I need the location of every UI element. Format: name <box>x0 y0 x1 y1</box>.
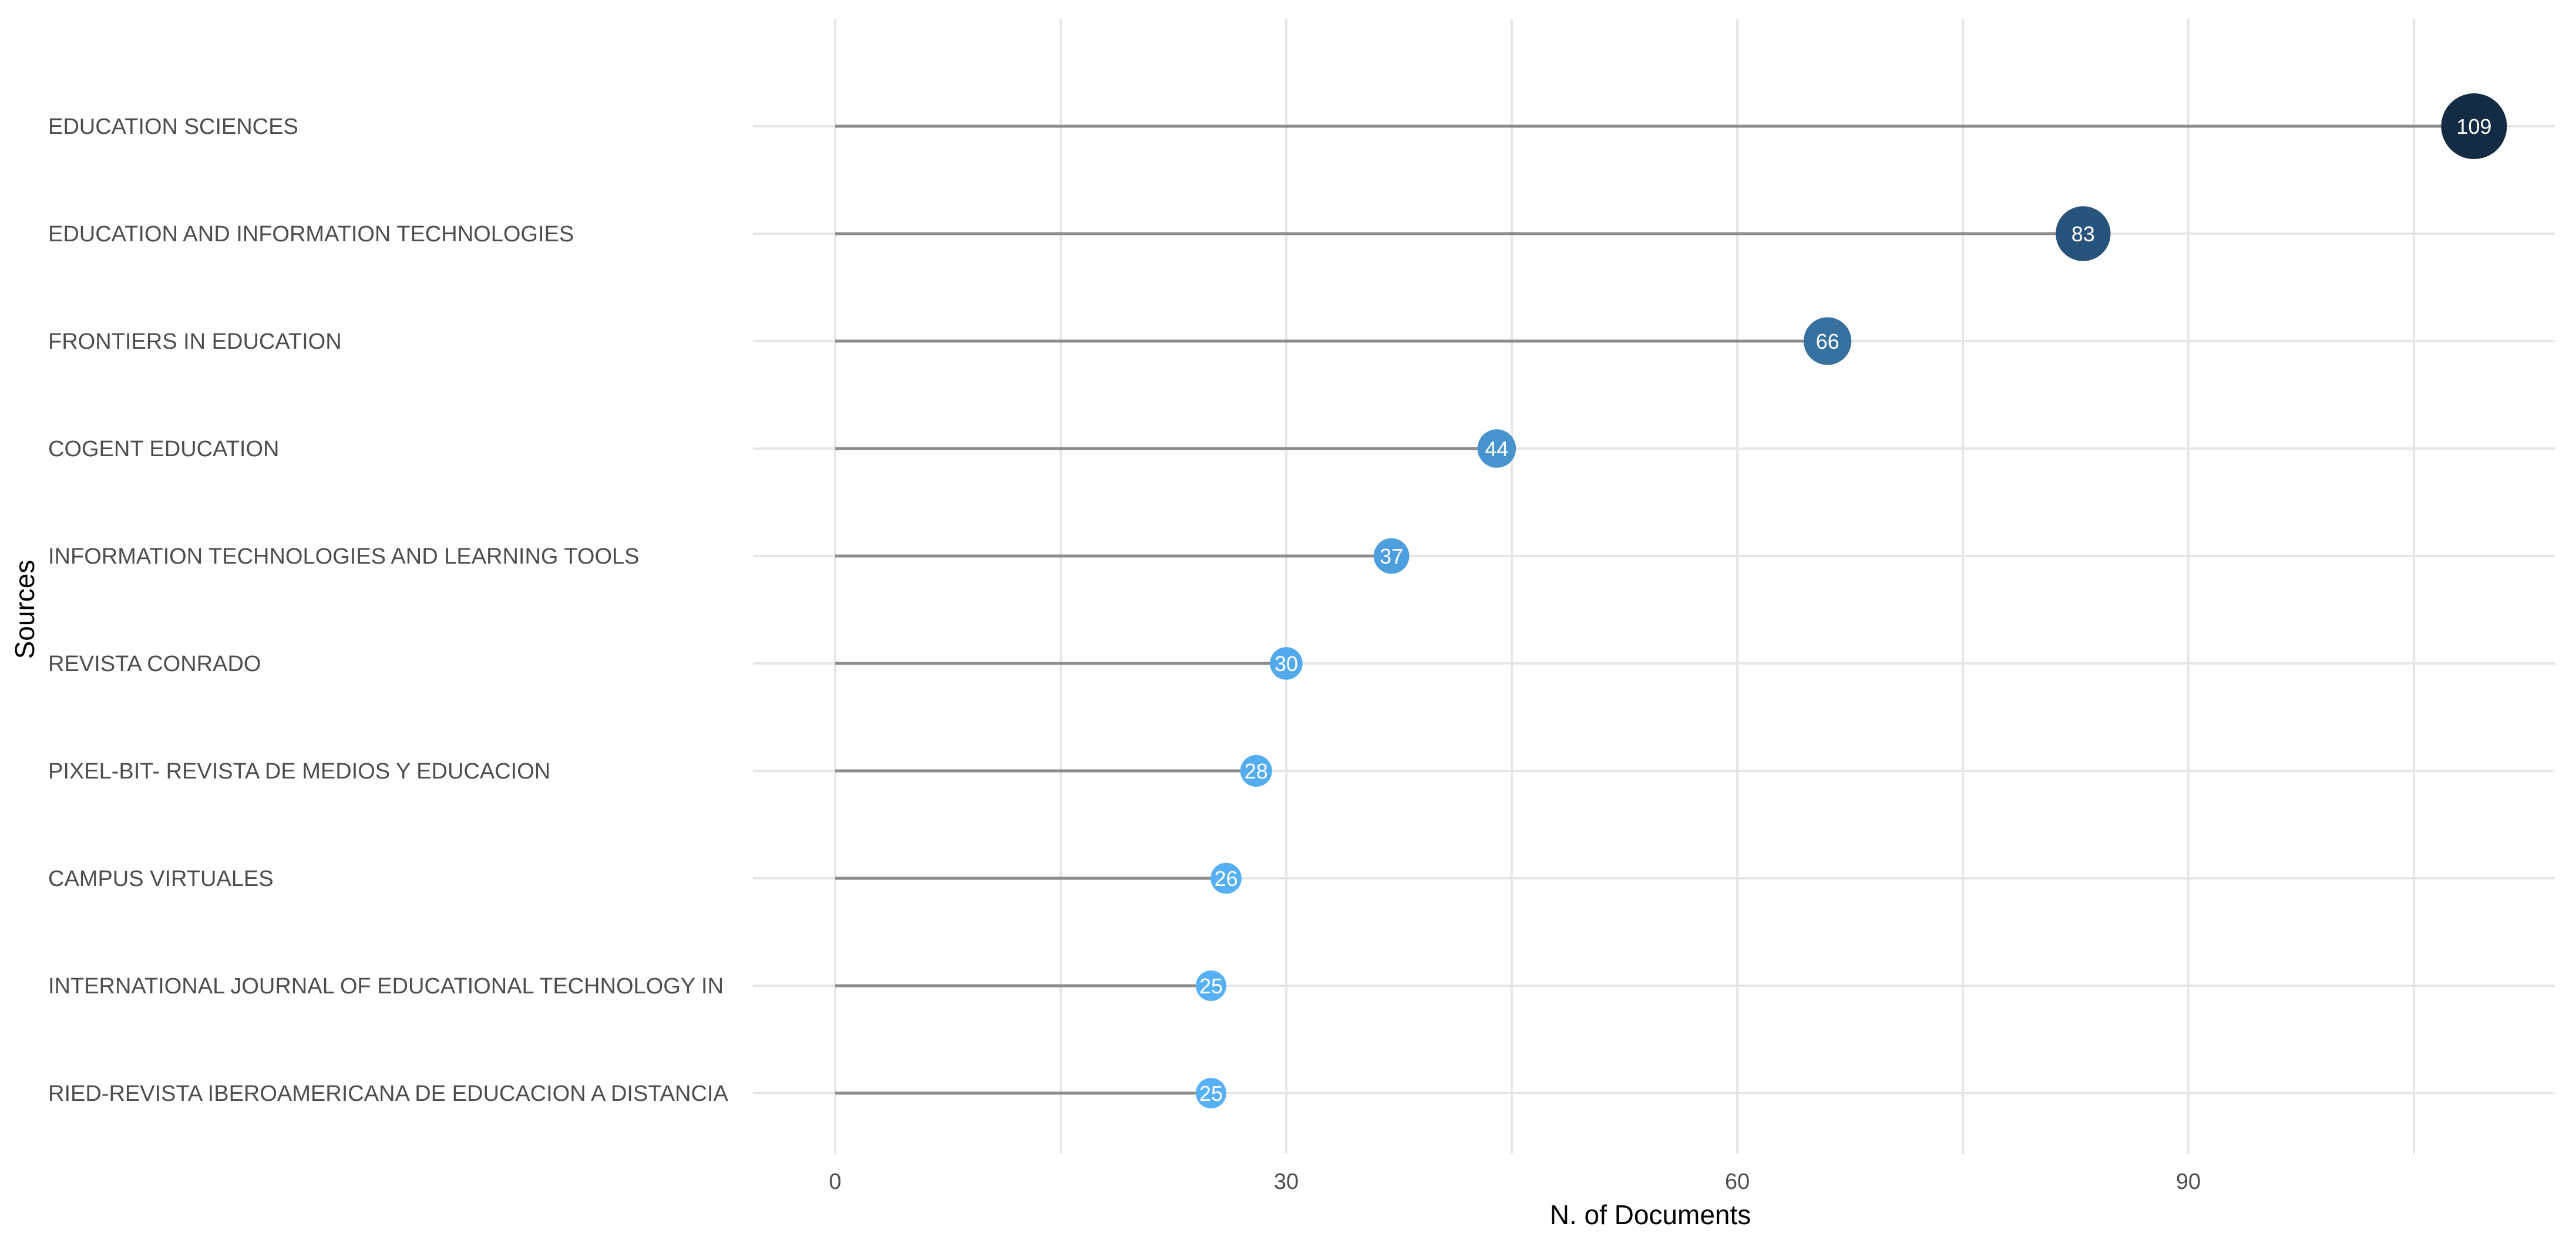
lollipop-point <box>2441 93 2507 159</box>
category-label: RIED-REVISTA IBEROAMERICANA DE EDUCACION… <box>48 1081 728 1106</box>
category-label: CAMPUS VIRTUALES <box>48 867 274 891</box>
lollipop-point <box>1477 429 1516 468</box>
x-tick-label: 30 <box>1274 1170 1299 1194</box>
lollipop-point <box>1196 970 1226 1001</box>
category-label: REVISTA CONRADO <box>48 652 261 676</box>
grid-layer <box>753 19 2555 1154</box>
lollipop-point <box>1270 647 1303 680</box>
category-labels: EDUCATION SCIENCES EDUCATION AND INFORMAT… <box>48 114 728 1106</box>
category-label: INTERNATIONAL JOURNAL OF EDUCATIONAL TEC… <box>48 974 724 999</box>
category-label: PIXEL-BIT- REVISTA DE MEDIOS Y EDUCACION <box>48 759 550 784</box>
category-label: FRONTIERS IN EDUCATION <box>48 329 342 354</box>
lollipop-point <box>1803 317 1852 365</box>
category-label: EDUCATION SCIENCES <box>48 114 298 139</box>
category-label: INFORMATION TECHNOLOGIES AND LEARNING TO… <box>48 544 639 569</box>
x-tick-labels: 0 30 60 90 <box>829 1170 2201 1194</box>
point-value-label: 25 <box>1199 974 1223 998</box>
lollipop-point <box>2056 206 2111 261</box>
lollipop-point <box>1373 538 1410 574</box>
point-value-label: 66 <box>1816 329 1839 353</box>
x-tick-label: 90 <box>2176 1170 2201 1194</box>
category-label: COGENT EDUCATION <box>48 437 279 461</box>
y-axis-title: Sources <box>9 560 40 659</box>
points-layer: 109 83 66 44 37 30 28 26 25 25 <box>1196 93 2507 1108</box>
point-value-label: 28 <box>1245 759 1268 783</box>
point-value-label: 26 <box>1215 867 1238 891</box>
x-tick-label: 0 <box>829 1170 841 1194</box>
category-label: EDUCATION AND INFORMATION TECHNOLOGIES <box>48 222 574 247</box>
point-value-label: 25 <box>1199 1081 1223 1106</box>
stems-layer <box>835 124 2474 1095</box>
point-value-label: 37 <box>1380 544 1403 568</box>
x-axis-title: N. of Documents <box>1550 1199 1751 1230</box>
x-tick-label: 60 <box>1725 1170 1750 1194</box>
lollipop-point <box>1240 754 1272 787</box>
point-value-label: 109 <box>2456 114 2491 139</box>
lollipop-point <box>1210 862 1242 894</box>
lollipop-point <box>1196 1078 1226 1108</box>
point-value-label: 83 <box>2071 222 2095 246</box>
point-value-label: 44 <box>1485 437 1508 461</box>
point-value-label: 30 <box>1274 652 1298 676</box>
